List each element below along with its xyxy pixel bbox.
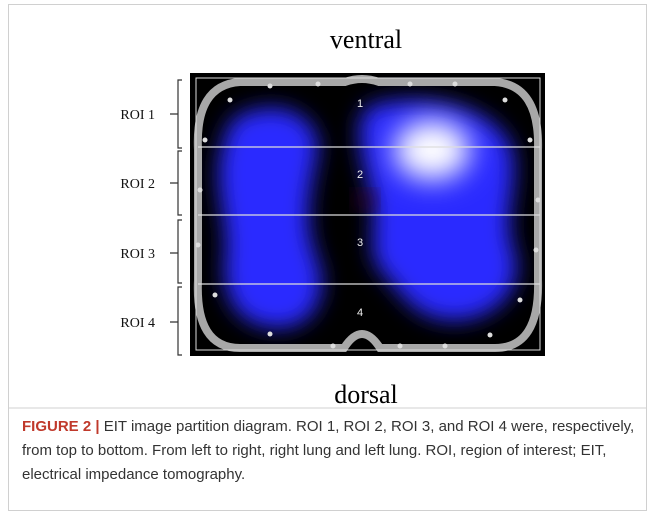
heart	[355, 192, 375, 208]
region-number: 2	[357, 169, 363, 181]
high-ventilation	[394, 120, 470, 180]
right-lung	[219, 108, 322, 328]
region-number: 4	[357, 307, 363, 319]
bottom-label: dorsal	[334, 380, 398, 409]
top-label: ventral	[330, 25, 402, 54]
roi-label: ROI 3	[120, 247, 155, 262]
roi-label: ROI 4	[120, 316, 155, 331]
roi-labels: ROI 1 ROI 2 ROI 3 ROI 4	[120, 108, 155, 331]
region-number: 1	[357, 98, 363, 110]
caption-label: FIGURE 2 |	[22, 418, 100, 435]
figure-page: ventral 1 2 3 4 ROI 1 ROI 2 ROI 3 ROI 4 …	[0, 0, 655, 519]
roi-label: ROI 2	[120, 177, 155, 192]
caption-text: EIT image partition diagram. ROI 1, ROI …	[22, 418, 634, 483]
roi-label: ROI 1	[120, 108, 155, 123]
roi-brackets	[170, 80, 182, 355]
caption: FIGURE 2 | EIT image partition diagram. …	[22, 415, 640, 487]
region-number: 3	[357, 237, 363, 249]
